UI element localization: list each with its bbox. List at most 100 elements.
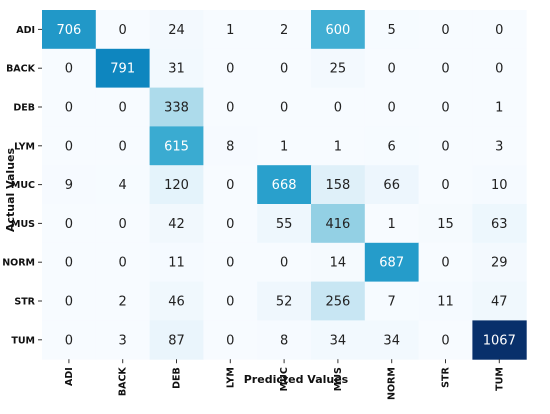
heatmap-cell [418, 281, 473, 321]
heatmap-cell-value: 8 [280, 333, 288, 348]
heatmap-cell-value: 0 [280, 256, 288, 271]
heatmap-cell [149, 48, 204, 89]
heatmap-cell-value: 0 [388, 62, 396, 77]
heatmap-cell-value: 25 [330, 62, 347, 77]
heatmap-cell-value: 0 [226, 256, 234, 271]
heatmap-cell-value: 6 [388, 139, 396, 154]
heatmap-cell-value: 7 [388, 295, 396, 310]
heatmap-cell-value: 55 [276, 217, 293, 232]
heatmap-cell [42, 320, 97, 360]
heatmap-cell [42, 48, 97, 89]
x-tick-label: MUC [279, 367, 290, 391]
heatmap-cell-value: 2 [280, 23, 288, 38]
heatmap-cell [364, 126, 420, 166]
heatmap-cell-value: 0 [65, 62, 73, 77]
heatmap-cell-value: 0 [65, 217, 73, 232]
heatmap-cell [472, 242, 527, 283]
x-axis-title: Predicted Values [244, 373, 349, 386]
heatmap-cell-value: 9 [65, 178, 73, 193]
heatmap-cell [42, 204, 97, 244]
heatmap-cell-value: 0 [119, 23, 127, 38]
x-tick-label: DEB [172, 367, 183, 389]
heatmap-cell [203, 126, 258, 166]
heatmap-cell-value: 0 [226, 178, 234, 193]
heatmap-cell-value: 0 [65, 139, 73, 154]
heatmap-cell [472, 126, 527, 166]
heatmap-cell [203, 48, 258, 89]
heatmap-cell [311, 126, 366, 166]
heatmap-cell-value: 600 [325, 23, 350, 38]
heatmap-cell [257, 87, 312, 127]
heatmap-cell-value: 0 [441, 101, 449, 116]
heatmap-cell [95, 242, 151, 283]
heatmap-cell [149, 281, 204, 321]
heatmap-cell-value: 120 [164, 178, 189, 193]
heatmap-cell-value: 0 [441, 139, 449, 154]
x-tick-label: NORM [387, 367, 398, 400]
heatmap-cell-value: 0 [65, 256, 73, 271]
heatmap-cell-value: 338 [164, 101, 189, 116]
x-tick-label: MUS [333, 367, 344, 391]
heatmap-cell-value: 0 [441, 256, 449, 271]
heatmap-cell [149, 87, 204, 127]
x-tick-label: LYM [225, 367, 236, 388]
heatmap-cell-value: 0 [65, 333, 73, 348]
heatmap-cell [418, 320, 473, 360]
heatmap-cell [203, 281, 258, 321]
heatmap-cell-value: 416 [325, 217, 350, 232]
heatmap-cell [472, 48, 527, 89]
heatmap-cell [364, 320, 420, 360]
heatmap-cell [472, 281, 527, 321]
heatmap-cell [257, 320, 312, 360]
heatmap-cell-value: 29 [491, 256, 508, 271]
heatmap-cell [42, 281, 97, 321]
heatmap-cell [311, 87, 366, 127]
heatmap-cell-value: 0 [226, 62, 234, 77]
heatmap-cell [311, 10, 366, 50]
heatmap-cell [257, 126, 312, 166]
heatmap-cell-value: 46 [168, 295, 185, 310]
heatmap-cell-value: 8 [226, 139, 234, 154]
heatmap-cell [203, 10, 258, 50]
heatmap-cell-value: 668 [272, 178, 297, 193]
heatmap-cell-value: 87 [168, 333, 185, 348]
y-axis-title: Actual Values [4, 148, 17, 233]
heatmap-cell [364, 87, 420, 127]
y-tick-label: LYM [14, 141, 35, 152]
heatmap-cell [95, 320, 151, 360]
heatmap-cell-value: 0 [119, 101, 127, 116]
heatmap-cell [472, 320, 527, 360]
heatmap-cell [364, 48, 420, 89]
y-tick-label: STR [14, 297, 35, 308]
heatmap-cell-value: 31 [168, 62, 185, 77]
heatmap-cell-value: 4 [119, 178, 127, 193]
heatmap-cell-value: 34 [383, 333, 400, 348]
heatmap-cell [95, 204, 151, 244]
heatmap-cell [203, 204, 258, 244]
heatmap-cell-value: 706 [56, 23, 81, 38]
heatmap-cell [257, 204, 312, 244]
heatmap-cell [203, 320, 258, 360]
heatmap-cell [42, 242, 97, 283]
heatmap-cell [418, 10, 473, 50]
heatmap-cell [149, 204, 204, 244]
heatmap-cell [95, 165, 151, 205]
heatmap-cell-value: 5 [388, 23, 396, 38]
heatmap-cell [472, 165, 527, 205]
heatmap-cell-value: 0 [226, 295, 234, 310]
heatmap-cell [149, 126, 204, 166]
heatmap-cell [149, 10, 204, 50]
heatmap-cell-value: 3 [495, 139, 503, 154]
heatmap-cell-value: 0 [334, 101, 342, 116]
heatmap-cell-value: 0 [226, 333, 234, 348]
heatmap-cell-value: 42 [168, 217, 185, 232]
heatmap-cell [418, 87, 473, 127]
heatmap-cell [418, 204, 473, 244]
heatmap-cell [364, 204, 420, 244]
x-tick-label: BACK [118, 367, 129, 397]
heatmap-cell-value: 0 [441, 178, 449, 193]
heatmap-cell-value: 1 [334, 139, 342, 154]
heatmap-cell-value: 11 [168, 256, 185, 271]
heatmap-cell-value: 47 [491, 295, 508, 310]
